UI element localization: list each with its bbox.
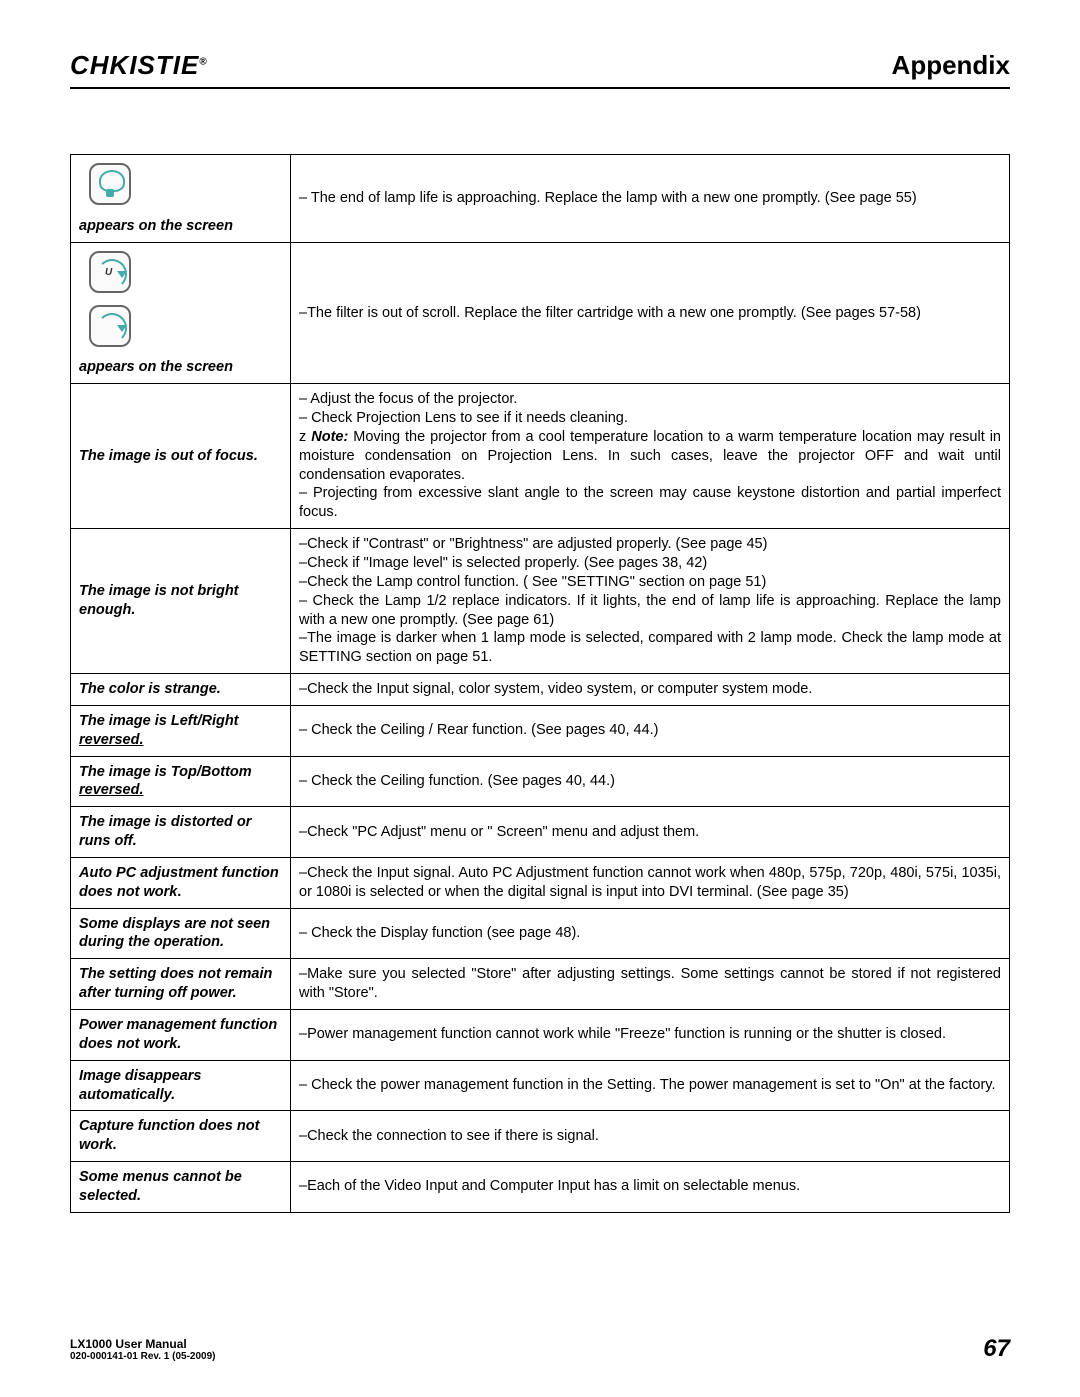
symptom-cell: The color is strange. xyxy=(71,674,291,706)
symptom-cell: The image is out of focus. xyxy=(71,384,291,529)
filter-icon: U xyxy=(89,251,282,299)
solution-line: – Projecting from excessive slant angle … xyxy=(299,484,1001,522)
solution-line: –Check if "Image level" is selected prop… xyxy=(299,554,1001,573)
solution-line: –The image is darker when 1 lamp mode is… xyxy=(299,629,1001,667)
symptom-cell: Uappears on the screen xyxy=(71,242,291,384)
solution-cell: –Check "PC Adjust" menu or " Screen" men… xyxy=(291,807,1010,858)
symptom-cell: appears on the screen xyxy=(71,155,291,243)
table-row: The color is strange.–Check the Input si… xyxy=(71,674,1010,706)
filter-icon xyxy=(89,305,282,353)
symptom-cell: The setting does not remain after turnin… xyxy=(71,959,291,1010)
solution-cell: – Check the Display function (see page 4… xyxy=(291,908,1010,959)
solution-cell: – Adjust the focus of the projector.– Ch… xyxy=(291,384,1010,529)
solution-line: –Check if "Contrast" or "Brightness" are… xyxy=(299,535,1001,554)
solution-cell: – The end of lamp life is approaching. R… xyxy=(291,155,1010,243)
solution-cell: – Check the Ceiling function. (See pages… xyxy=(291,756,1010,807)
table-row: Some displays are not seen during the op… xyxy=(71,908,1010,959)
table-row: Capture function does not work.–Check th… xyxy=(71,1111,1010,1162)
table-row: The image is Left/Right reversed.– Check… xyxy=(71,705,1010,756)
symptom-text: appears on the screen xyxy=(79,217,282,236)
table-row: Some menus cannot be selected.–Each of t… xyxy=(71,1162,1010,1213)
table-row: The setting does not remain after turnin… xyxy=(71,959,1010,1010)
symptom-cell: Image disappears automatically. xyxy=(71,1060,291,1111)
footer-revision: 020-000141-01 Rev. 1 (05-2009) xyxy=(70,1351,215,1363)
page-number: 67 xyxy=(983,1335,1010,1363)
symptom-cell: The image is Left/Right reversed. xyxy=(71,705,291,756)
solution-cell: – Check the Ceiling / Rear function. (Se… xyxy=(291,705,1010,756)
solution-cell: –Check the Input signal, color system, v… xyxy=(291,674,1010,706)
solution-cell: –Check the Input signal. Auto PC Adjustm… xyxy=(291,857,1010,908)
page: CHKISTIE® Appendix appears on the screen… xyxy=(0,0,1080,1397)
solution-cell: –Each of the Video Input and Computer In… xyxy=(291,1162,1010,1213)
solution-cell: –Check if "Contrast" or "Brightness" are… xyxy=(291,529,1010,674)
footer-left: LX1000 User Manual 020-000141-01 Rev. 1 … xyxy=(70,1337,215,1363)
symptom-cell: The image is not bright enough. xyxy=(71,529,291,674)
footer-product: LX1000 User Manual xyxy=(70,1337,215,1351)
table-row: The image is Top/Bottom reversed.– Check… xyxy=(71,756,1010,807)
table-row: The image is not bright enough. –Check if… xyxy=(71,529,1010,674)
solution-cell: –Power management function cannot work w… xyxy=(291,1010,1010,1061)
table-row: The image is distorted or runs off.–Chec… xyxy=(71,807,1010,858)
symptom-cell: The image is Top/Bottom reversed. xyxy=(71,756,291,807)
troubleshooting-table: appears on the screen – The end of lamp l… xyxy=(70,154,1010,1213)
symptom-cell: Some menus cannot be selected. xyxy=(71,1162,291,1213)
table-row: Uappears on the screen–The filter is out… xyxy=(71,242,1010,384)
solution-cell: – Check the power management function in… xyxy=(291,1060,1010,1111)
page-footer: LX1000 User Manual 020-000141-01 Rev. 1 … xyxy=(70,1335,1010,1363)
table-row: Image disappears automatically.– Check t… xyxy=(71,1060,1010,1111)
table-row: Power management function does not work.… xyxy=(71,1010,1010,1061)
solution-line: –Check the Lamp control function. ( See … xyxy=(299,573,1001,592)
solution-cell: –Check the connection to see if there is… xyxy=(291,1111,1010,1162)
brand-logo: CHKISTIE® xyxy=(70,50,208,81)
table-row: appears on the screen – The end of lamp l… xyxy=(71,155,1010,243)
table-row: Auto PC adjustment function does not wor… xyxy=(71,857,1010,908)
page-header: CHKISTIE® Appendix xyxy=(70,50,1010,89)
symptom-cell: The image is distorted or runs off. xyxy=(71,807,291,858)
symptom-text: appears on the screen xyxy=(79,358,282,377)
solution-line: – Check Projection Lens to see if it nee… xyxy=(299,409,1001,428)
solution-line: – Adjust the focus of the projector. xyxy=(299,390,1001,409)
solution-line: z Note: Moving the projector from a cool… xyxy=(299,428,1001,485)
logo-text: CHKISTIE xyxy=(70,50,199,80)
solution-cell: –Make sure you selected "Store" after ad… xyxy=(291,959,1010,1010)
lamp-icon xyxy=(89,163,282,211)
symptom-cell: Power management function does not work. xyxy=(71,1010,291,1061)
section-title: Appendix xyxy=(892,50,1010,81)
symptom-cell: Auto PC adjustment function does not wor… xyxy=(71,857,291,908)
table-row: The image is out of focus.– Adjust the f… xyxy=(71,384,1010,529)
logo-registered: ® xyxy=(199,56,207,67)
solution-line: – Check the Lamp 1/2 replace indicators.… xyxy=(299,592,1001,630)
symptom-cell: Capture function does not work. xyxy=(71,1111,291,1162)
solution-cell: –The filter is out of scroll. Replace th… xyxy=(291,242,1010,384)
symptom-cell: Some displays are not seen during the op… xyxy=(71,908,291,959)
